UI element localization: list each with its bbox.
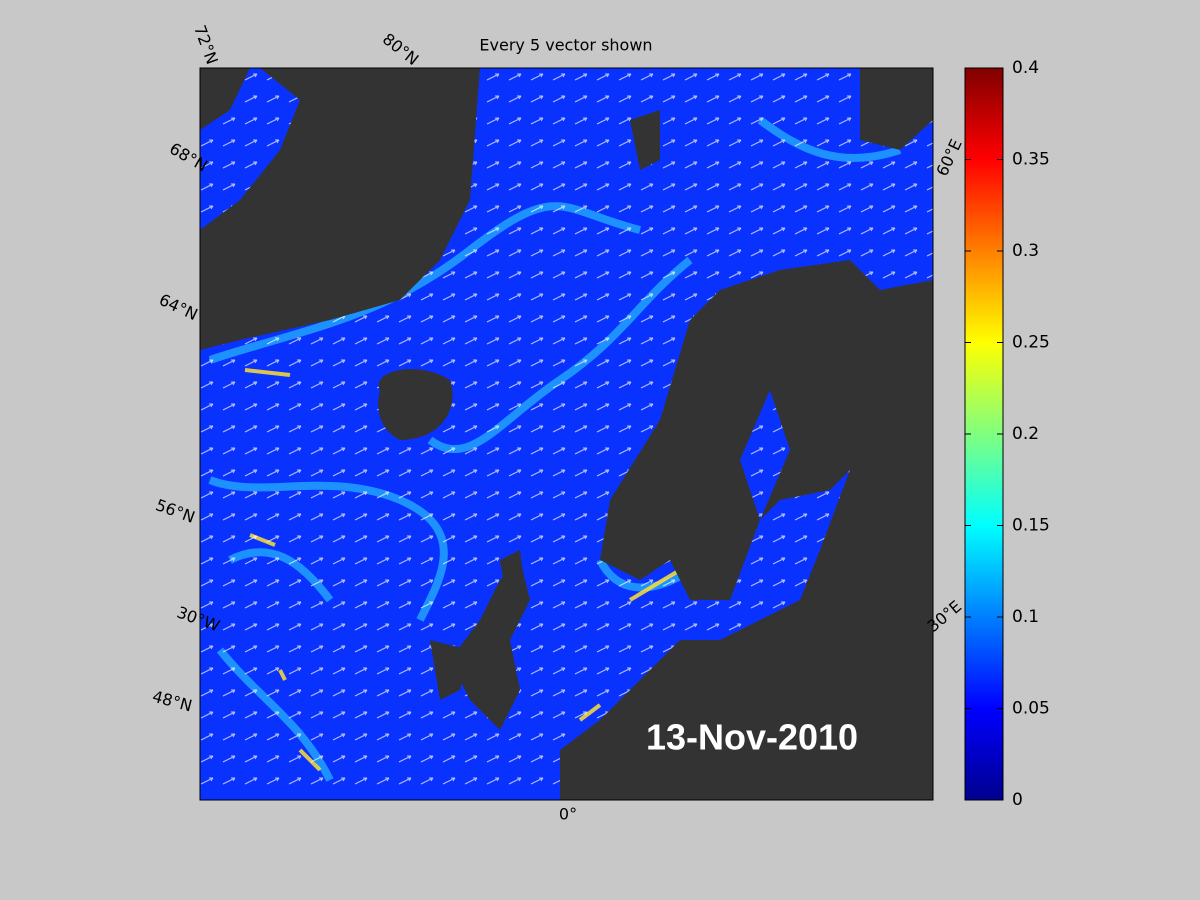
colorbar-tick-label: 0.05 (1012, 699, 1050, 719)
colorbar-tick-label: 0.35 (1012, 150, 1050, 170)
colorbar-tick-label: 0.2 (1012, 424, 1039, 444)
colorbar-tick-label: 0.1 (1012, 607, 1039, 627)
graticule-label: 0° (559, 805, 577, 824)
colorbar-tick-label: 0.25 (1012, 333, 1050, 353)
colorbar-tick-label: 0 (1012, 790, 1023, 810)
colorbar-tick-label: 0.15 (1012, 516, 1050, 536)
map-frame (199, 67, 934, 801)
date-label: 13-Nov-2010 (646, 717, 858, 758)
graticule-label: 48°N (150, 687, 194, 716)
graticule-label: 60°E (932, 136, 965, 179)
graticule-label: 72°N (190, 22, 222, 66)
colorbar (964, 67, 1004, 801)
graticule-label: 64°N (156, 290, 201, 324)
graticule-label: 80°N (379, 29, 422, 69)
colorbar-tick-label: 0.3 (1012, 241, 1039, 261)
land (200, 68, 933, 800)
map-title: Every 5 vector shown (479, 36, 652, 55)
colorbar-tick-label: 0.4 (1012, 58, 1039, 78)
map (200, 68, 933, 800)
graticule-label: 56°N (153, 495, 197, 527)
